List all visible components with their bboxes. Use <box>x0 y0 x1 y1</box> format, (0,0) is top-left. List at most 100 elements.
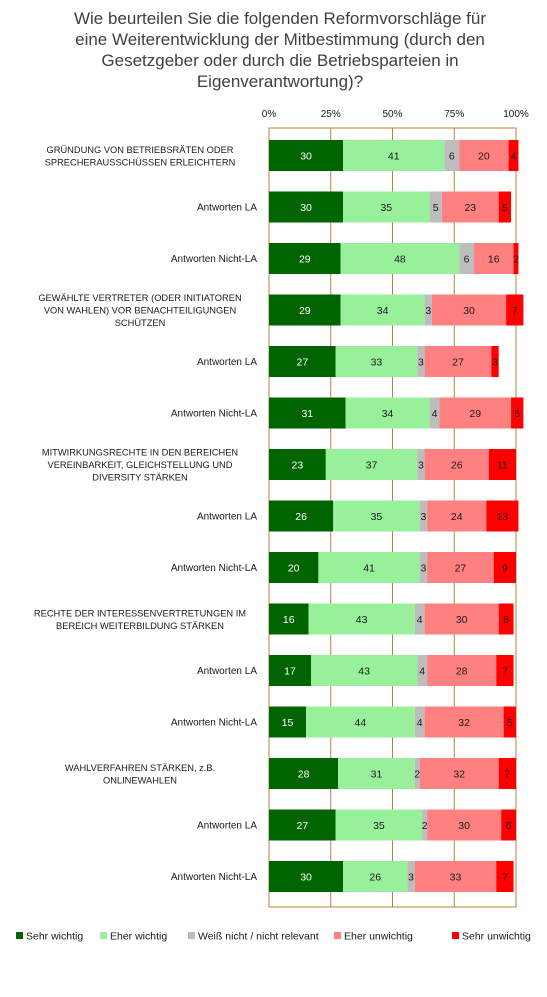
data-label: 17 <box>284 666 296 678</box>
category-label: VON WAHLEN) VOR BENACHTEILIGUNGEN <box>44 306 236 316</box>
bar-segment <box>335 809 423 841</box>
chart-title: Wie beurteilen Sie die folgenden Reformv… <box>40 8 520 92</box>
data-label: 27 <box>297 820 309 832</box>
data-label: 29 <box>469 408 481 420</box>
bar-segment <box>439 397 512 429</box>
bar-segment <box>419 500 428 532</box>
bar-segment <box>269 706 307 738</box>
bar-segment <box>486 500 519 532</box>
bar-segment <box>269 861 344 892</box>
data-label: 34 <box>382 408 394 420</box>
legend-label: Sehr unwichtig <box>462 931 531 943</box>
data-label: 5 <box>507 717 513 729</box>
data-label: 2 <box>414 769 420 781</box>
bar-segment <box>414 758 420 789</box>
bar-segment <box>424 603 499 635</box>
bar-segment <box>335 346 418 377</box>
bar-segment <box>427 552 494 583</box>
data-label: 41 <box>388 151 400 163</box>
bar-segment <box>427 655 497 686</box>
data-label: 34 <box>377 305 389 317</box>
data-label: 27 <box>455 563 467 575</box>
bar-segment <box>488 449 516 480</box>
category-label: VEREINBARKEIT, GLEICHSTELLUNG UND <box>48 460 233 470</box>
category-label: MITWIRKUNGSRECHTE IN DEN BEREICHEN <box>42 448 238 458</box>
data-label: 7 <box>502 666 508 678</box>
data-label: 7 <box>504 769 510 781</box>
bar-segment <box>513 243 519 274</box>
bar-segment <box>269 397 346 429</box>
bar-segment <box>474 243 514 274</box>
data-label: 30 <box>456 614 468 626</box>
data-label: 4 <box>417 717 423 729</box>
bar-segment <box>424 449 489 480</box>
data-label: 30 <box>300 151 312 163</box>
bar-segment <box>506 294 524 326</box>
legend-swatch <box>16 932 23 939</box>
data-label: 43 <box>356 614 368 626</box>
bar-segment <box>269 758 339 789</box>
category-label: RECHTE DER INTERESSENVERTRETUNGEN IM <box>34 608 246 618</box>
data-label: 16 <box>283 614 295 626</box>
data-label: 7 <box>512 305 518 317</box>
bar-segment <box>343 861 408 892</box>
bar-segment <box>498 758 516 789</box>
bar-segment <box>310 655 418 686</box>
chart-title-line: eine Weiterentwicklung der Mitbestimmung… <box>75 30 485 49</box>
category-label: Antworten Nicht-LA <box>171 409 257 420</box>
category-label: SPRECHERAUSSCHÜSSEN ERLEICHTERN <box>45 157 236 167</box>
chart-title-line: Eigenverantwortung)? <box>196 72 364 91</box>
data-label: 30 <box>300 872 312 884</box>
bar-segment <box>308 603 415 635</box>
bar-segment <box>269 294 341 326</box>
data-label: 4 <box>511 151 517 163</box>
bar-segment <box>459 140 509 171</box>
data-label: 43 <box>358 666 370 678</box>
bar-segment <box>340 243 460 274</box>
category-label: GEWÄHLTE VERTRETER (ODER INITIATOREN <box>38 293 241 303</box>
legend-swatch <box>100 932 107 939</box>
category-label: SCHÜTZEN <box>115 318 166 328</box>
bar-segment <box>501 809 516 841</box>
bar-segment <box>269 191 344 223</box>
x-tick-label: 100% <box>503 109 529 120</box>
chart-title-line: Gesetzgeber oder durch die Betriebsparte… <box>101 51 459 70</box>
bar-segment <box>269 603 309 635</box>
bar-segment <box>424 294 433 326</box>
data-label: 20 <box>478 151 490 163</box>
bar-segment <box>508 140 519 171</box>
legend-swatch <box>188 932 195 939</box>
bar-segment <box>429 191 442 223</box>
data-label: 31 <box>371 769 383 781</box>
data-label: 35 <box>380 202 392 214</box>
data-label: 6 <box>506 820 512 832</box>
category-label: BEREICH WEITERBILDUNG STÄRKEN <box>56 621 224 631</box>
chart-title-line: Wie beurteilen Sie die folgenden Reformv… <box>73 9 486 28</box>
bar-segment <box>417 655 428 686</box>
data-label: 41 <box>363 563 375 575</box>
data-label: 2 <box>422 820 428 832</box>
bar-segment <box>345 397 430 429</box>
data-label: 29 <box>299 254 311 266</box>
legend-label: Weiß nicht / nicht relevant <box>198 931 319 943</box>
data-label: 26 <box>369 872 381 884</box>
data-label: 3 <box>420 563 426 575</box>
bar-segment <box>491 346 499 377</box>
data-label: 6 <box>503 614 509 626</box>
data-label: 3 <box>420 511 426 523</box>
data-label: 7 <box>502 872 508 884</box>
bar-segment <box>407 861 415 892</box>
category-label: Antworten LA <box>197 203 257 214</box>
bar-segment <box>419 758 499 789</box>
legend-label: Eher unwichtig <box>344 931 413 943</box>
category-label: ONLINEWAHLEN <box>103 775 177 785</box>
data-label: 27 <box>297 357 309 369</box>
data-label: 30 <box>463 305 475 317</box>
data-label: 20 <box>288 563 300 575</box>
bar-segment <box>269 500 334 532</box>
data-label: 15 <box>282 717 294 729</box>
data-label: 29 <box>299 305 311 317</box>
data-label: 33 <box>450 872 462 884</box>
bar-segment <box>429 397 440 429</box>
data-label: 3 <box>408 872 414 884</box>
